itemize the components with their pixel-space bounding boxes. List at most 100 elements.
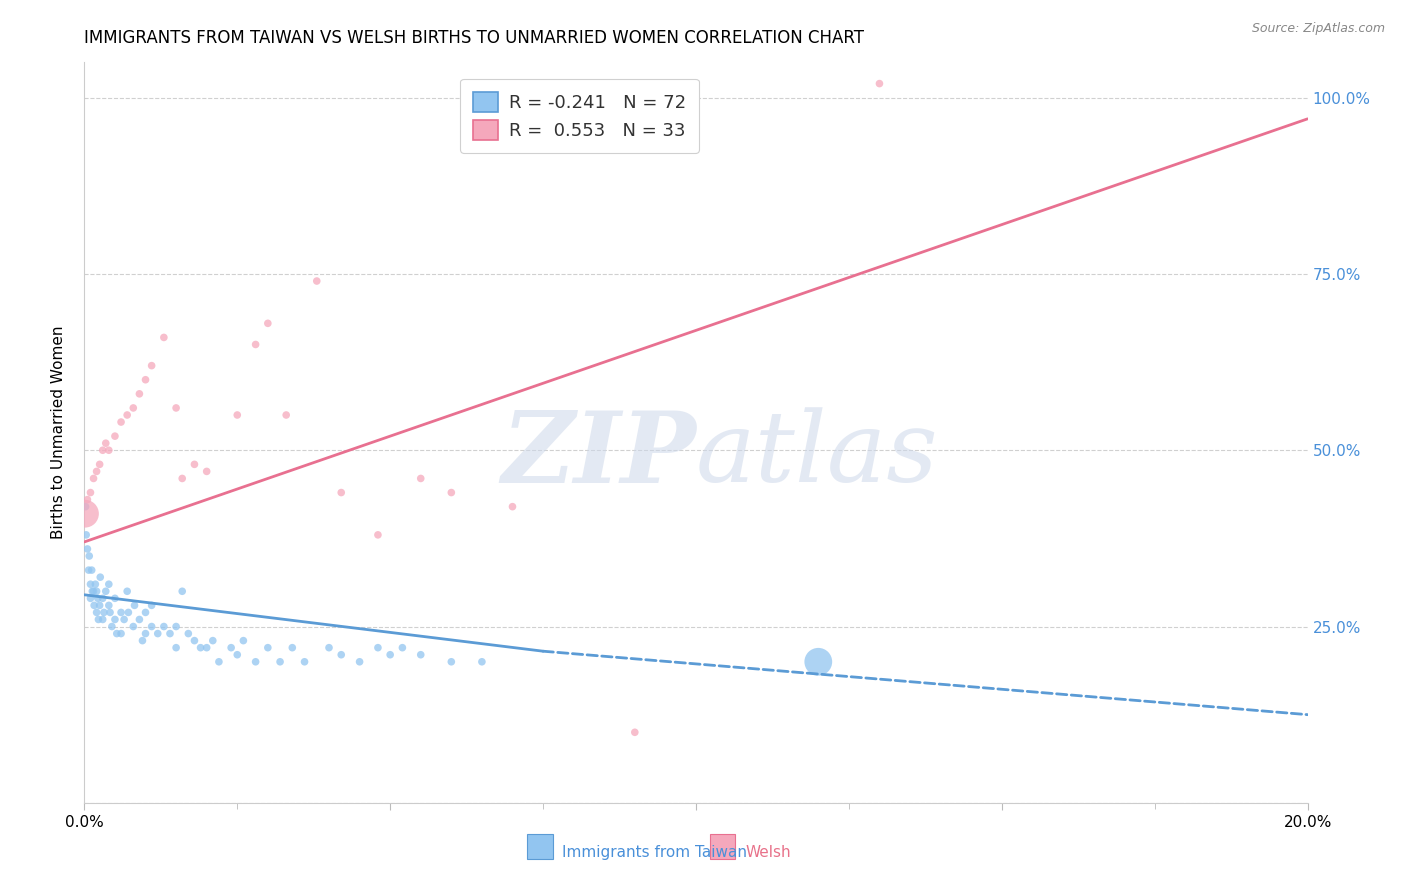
Point bbox=[86, 584, 108, 599]
Point bbox=[76, 492, 98, 507]
Point bbox=[115, 408, 138, 422]
Point bbox=[82, 584, 104, 599]
Point bbox=[172, 584, 194, 599]
Point bbox=[124, 599, 146, 613]
Point bbox=[208, 655, 231, 669]
Point bbox=[165, 619, 187, 633]
Point bbox=[110, 606, 132, 620]
Point bbox=[502, 500, 524, 514]
Point bbox=[97, 599, 120, 613]
Text: IMMIGRANTS FROM TAIWAN VS WELSH BIRTHS TO UNMARRIED WOMEN CORRELATION CHART: IMMIGRANTS FROM TAIWAN VS WELSH BIRTHS T… bbox=[84, 29, 865, 47]
Point bbox=[226, 648, 249, 662]
Point bbox=[86, 606, 108, 620]
Point bbox=[380, 648, 402, 662]
Point bbox=[98, 606, 121, 620]
Point bbox=[79, 577, 101, 591]
Point bbox=[131, 633, 153, 648]
Point bbox=[83, 584, 105, 599]
Point bbox=[94, 436, 117, 450]
Point bbox=[201, 633, 224, 648]
Point bbox=[165, 640, 187, 655]
Text: atlas: atlas bbox=[696, 407, 939, 502]
Point bbox=[330, 485, 353, 500]
Point bbox=[349, 655, 371, 669]
Point bbox=[141, 619, 163, 633]
Point bbox=[471, 655, 494, 669]
Point bbox=[153, 330, 176, 344]
Point bbox=[232, 633, 254, 648]
Point bbox=[159, 626, 181, 640]
Point bbox=[75, 528, 97, 542]
Point bbox=[76, 541, 98, 556]
Point bbox=[86, 464, 108, 478]
Point bbox=[97, 577, 120, 591]
Point bbox=[91, 612, 114, 626]
Point bbox=[87, 612, 110, 626]
Point bbox=[195, 464, 218, 478]
Point bbox=[97, 443, 120, 458]
Text: Immigrants from Taiwan: Immigrants from Taiwan bbox=[562, 846, 748, 860]
Point bbox=[219, 640, 242, 655]
Point bbox=[122, 619, 145, 633]
Point bbox=[269, 655, 291, 669]
Point bbox=[91, 591, 114, 606]
Point bbox=[110, 626, 132, 640]
Point bbox=[128, 387, 150, 401]
Point bbox=[112, 612, 135, 626]
Point bbox=[177, 626, 200, 640]
Point bbox=[146, 626, 169, 640]
Point bbox=[141, 359, 163, 373]
Point bbox=[305, 274, 328, 288]
Point bbox=[83, 471, 105, 485]
Point bbox=[93, 606, 115, 620]
Point bbox=[172, 471, 194, 485]
Point bbox=[94, 584, 117, 599]
Text: Source: ZipAtlas.com: Source: ZipAtlas.com bbox=[1251, 22, 1385, 36]
Point bbox=[101, 619, 124, 633]
Point bbox=[391, 640, 413, 655]
Point bbox=[91, 443, 114, 458]
Point bbox=[77, 563, 100, 577]
Point bbox=[135, 606, 157, 620]
Point bbox=[84, 577, 107, 591]
Point bbox=[276, 408, 298, 422]
Point bbox=[117, 606, 139, 620]
Point bbox=[104, 591, 127, 606]
Point bbox=[183, 633, 205, 648]
Point bbox=[83, 599, 105, 613]
Point bbox=[367, 640, 389, 655]
Point bbox=[75, 500, 97, 514]
Point bbox=[440, 485, 463, 500]
Point bbox=[79, 591, 101, 606]
Point bbox=[80, 563, 103, 577]
Y-axis label: Births to Unmarried Women: Births to Unmarried Women bbox=[51, 326, 66, 540]
Point bbox=[115, 584, 138, 599]
Point bbox=[77, 549, 100, 563]
Point bbox=[79, 485, 101, 500]
Point bbox=[190, 640, 212, 655]
Point bbox=[128, 612, 150, 626]
Point bbox=[318, 640, 340, 655]
Point bbox=[87, 591, 110, 606]
Legend: R = -0.241   N = 72, R =  0.553   N = 33: R = -0.241 N = 72, R = 0.553 N = 33 bbox=[460, 78, 699, 153]
Point bbox=[294, 655, 316, 669]
Point bbox=[89, 458, 111, 472]
Point bbox=[110, 415, 132, 429]
Point bbox=[245, 337, 267, 351]
Point bbox=[624, 725, 647, 739]
Point bbox=[409, 471, 432, 485]
Point bbox=[141, 599, 163, 613]
Point bbox=[440, 655, 463, 669]
Point bbox=[165, 401, 187, 415]
Point bbox=[869, 77, 891, 91]
Point bbox=[89, 599, 111, 613]
Point bbox=[89, 570, 111, 584]
Point bbox=[104, 429, 127, 443]
Text: ZIP: ZIP bbox=[501, 407, 696, 503]
Point bbox=[226, 408, 249, 422]
Point bbox=[245, 655, 267, 669]
Point bbox=[73, 507, 96, 521]
Point bbox=[257, 640, 280, 655]
Point bbox=[122, 401, 145, 415]
Point bbox=[183, 458, 205, 472]
